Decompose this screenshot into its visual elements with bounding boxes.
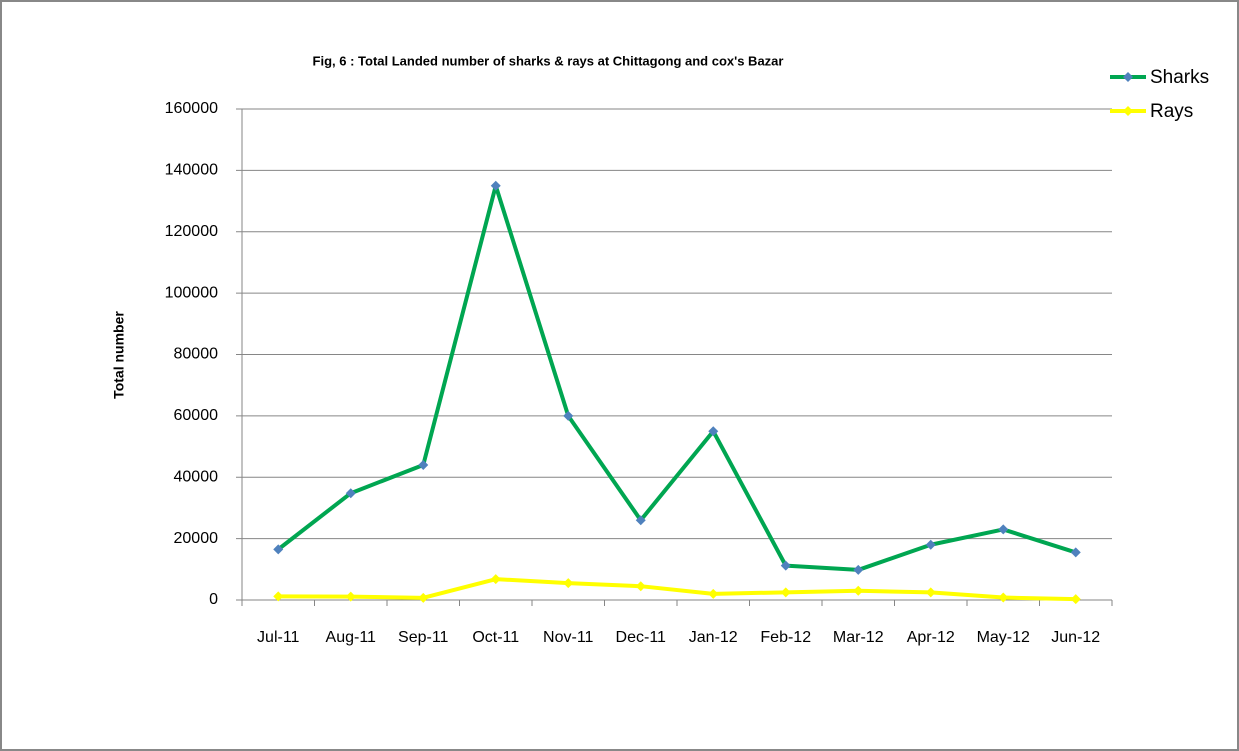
x-tick-label: May-12 <box>977 629 1030 646</box>
series-marker <box>708 426 719 437</box>
x-tick-label: Jul-11 <box>257 629 299 646</box>
series-marker <box>1070 594 1081 605</box>
series-marker <box>273 544 284 555</box>
x-tick-label: Mar-12 <box>833 629 884 646</box>
series-marker <box>998 592 1009 603</box>
y-tick-label: 0 <box>209 591 218 608</box>
series-marker <box>635 515 646 526</box>
series-marker <box>998 524 1009 535</box>
x-tick-label: Jan-12 <box>689 629 738 646</box>
series-marker <box>418 459 429 470</box>
y-tick-label: 20000 <box>174 530 219 547</box>
y-tick-label: 60000 <box>174 407 219 424</box>
x-tick-label: Apr-12 <box>907 629 955 646</box>
series-marker <box>563 578 574 589</box>
y-tick-label: 160000 <box>165 100 218 117</box>
series-marker <box>273 591 284 602</box>
series-marker <box>345 591 356 602</box>
series-line <box>278 577 1076 602</box>
x-tick-label: Oct-11 <box>472 629 519 646</box>
series-marker <box>925 539 936 550</box>
y-tick-label: 40000 <box>174 468 219 485</box>
series-marker <box>780 560 791 571</box>
series-marker <box>925 587 936 598</box>
series-marker <box>853 585 864 596</box>
legend-label: Sharks <box>1150 67 1209 88</box>
x-tick-label: Feb-12 <box>760 629 811 646</box>
series-marker <box>708 588 719 599</box>
series-line <box>277 183 1077 572</box>
x-tick-label: Aug-11 <box>326 629 377 646</box>
y-tick-label: 140000 <box>165 162 218 179</box>
x-tick-label: Sep-11 <box>398 629 449 646</box>
chart-title: Fig, 6 : Total Landed number of sharks &… <box>313 53 784 68</box>
series-marker <box>490 180 501 191</box>
series-marker <box>418 592 429 603</box>
x-tick-label: Dec-11 <box>616 629 666 646</box>
y-tick-label: 100000 <box>165 284 218 301</box>
series-marker <box>563 410 574 421</box>
series-marker <box>635 581 646 592</box>
series-marker <box>853 564 864 575</box>
series-marker <box>1070 547 1081 558</box>
y-tick-label: 120000 <box>165 223 218 240</box>
legend-marker <box>1123 106 1133 116</box>
legend-label: Rays <box>1150 101 1193 122</box>
series-marker <box>780 587 791 598</box>
series-marker <box>345 488 356 499</box>
legend-marker <box>1123 72 1133 82</box>
series-marker <box>490 574 501 585</box>
x-tick-label: Jun-12 <box>1051 629 1100 646</box>
y-axis-label: Total number <box>111 311 127 399</box>
x-tick-label: Nov-11 <box>543 629 593 646</box>
y-tick-label: 80000 <box>174 346 219 363</box>
